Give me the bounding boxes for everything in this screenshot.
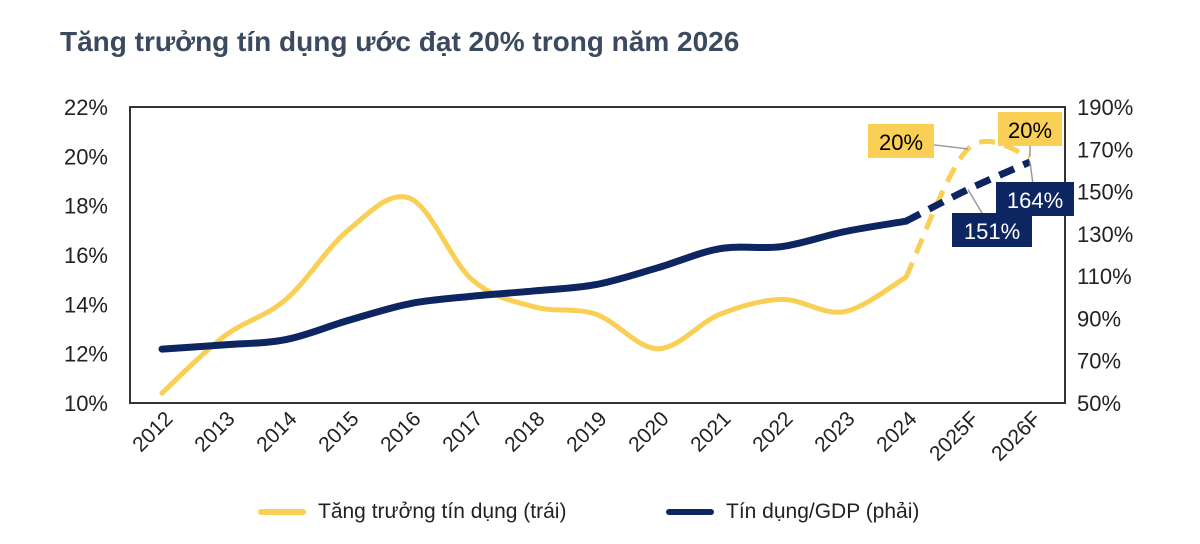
- annotation-label: 20%: [1008, 118, 1052, 143]
- left-tick-label: 14%: [64, 292, 108, 317]
- right-tick-label: 190%: [1077, 95, 1133, 120]
- chart-title: Tăng trưởng tín dụng ước đạt 20% trong n…: [60, 26, 740, 57]
- right-tick-label: 150%: [1077, 180, 1133, 205]
- right-tick-label: 50%: [1077, 391, 1121, 416]
- series-line-0: [159, 194, 909, 396]
- annotation-box: [998, 112, 1062, 146]
- x-tick-label: 2014: [252, 407, 302, 457]
- legend-item-credit-gdp: Tín dụng/GDP (phải): [666, 500, 919, 524]
- x-tick-label: 2019: [562, 407, 611, 456]
- right-tick-label: 130%: [1077, 222, 1133, 247]
- left-tick-label: 16%: [64, 243, 108, 268]
- annotation-label: 20%: [879, 130, 923, 155]
- right-tick-label: 70%: [1077, 349, 1121, 374]
- annotation-label: 164%: [1007, 188, 1063, 213]
- x-tick-label: 2018: [500, 407, 549, 456]
- legend-label: Tín dụng/GDP (phải): [726, 500, 920, 523]
- x-tick-label: 2016: [376, 407, 425, 456]
- x-tick-label: 2013: [190, 407, 239, 456]
- plot-frame: [129, 106, 1066, 404]
- x-tick-label: 2017: [438, 407, 487, 456]
- x-tick-label: 2015: [314, 407, 363, 456]
- annotation-label: 151%: [964, 219, 1020, 244]
- right-tick-label: 110%: [1077, 264, 1132, 289]
- left-tick-label: 18%: [64, 194, 108, 219]
- series-forecast-line-1: [904, 158, 1032, 225]
- annotation-box: [996, 182, 1074, 216]
- right-tick-label: 90%: [1077, 306, 1121, 331]
- x-tick-label: 2025F: [925, 407, 983, 465]
- left-tick-label: 12%: [64, 342, 108, 367]
- legend-item-credit-growth: Tăng trưởng tín dụng (trái): [258, 500, 566, 524]
- x-tick-label: 2022: [748, 407, 797, 456]
- left-tick-label: 22%: [64, 95, 108, 120]
- series-line-1: [158, 217, 910, 353]
- x-tick-label: 2023: [810, 407, 859, 456]
- series-forecast-line-0: [903, 139, 1031, 279]
- x-tick-label: 2020: [624, 407, 673, 456]
- annotation-box: [868, 124, 934, 158]
- left-tick-label: 10%: [64, 391, 108, 416]
- x-tick-label: 2024: [872, 407, 922, 457]
- left-tick-label: 20%: [64, 144, 108, 169]
- right-tick-label: 170%: [1077, 137, 1133, 162]
- x-tick-label: 2026F: [987, 407, 1045, 465]
- legend-swatch: [258, 509, 306, 515]
- legend-swatch: [666, 509, 714, 515]
- legend-label: Tăng trưởng tín dụng (trái): [318, 500, 567, 523]
- x-tick-label: 2012: [128, 407, 177, 456]
- x-tick-label: 2021: [686, 407, 735, 456]
- annotation-box: [952, 213, 1032, 247]
